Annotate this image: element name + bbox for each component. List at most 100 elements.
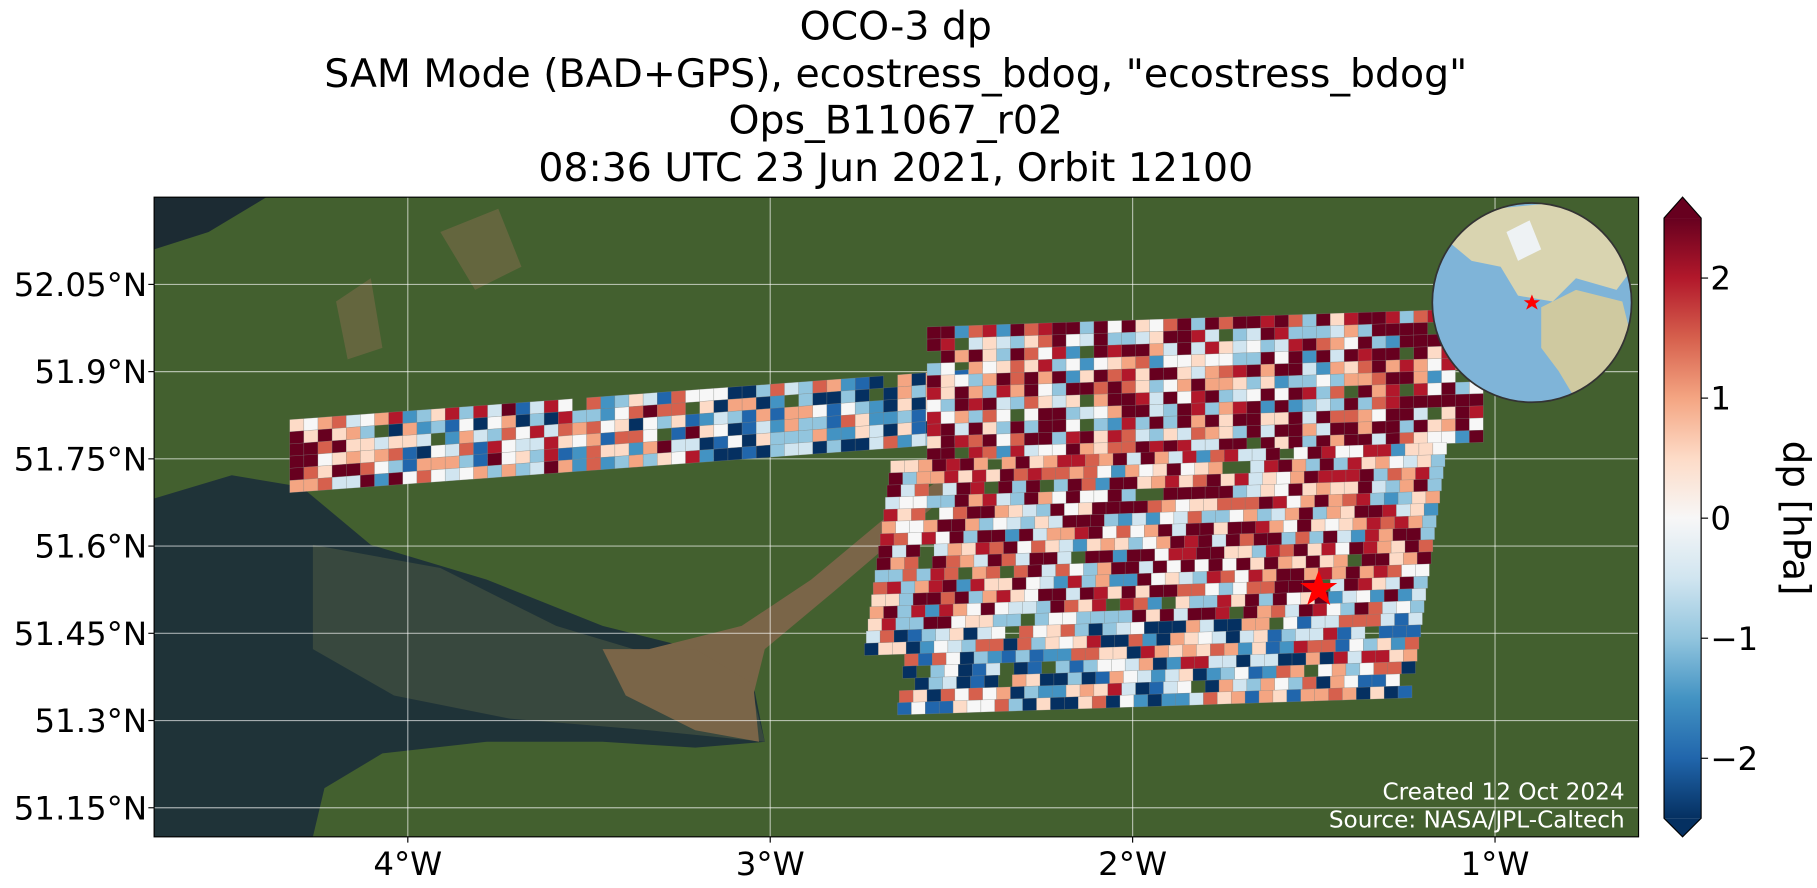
swath-cell — [1052, 383, 1067, 396]
swath-cell — [1316, 482, 1331, 496]
globe-outline — [1431, 202, 1633, 404]
swath-cell — [572, 421, 587, 436]
swath-cell — [1156, 632, 1171, 646]
colorbar-label: dp [hPa] — [1774, 441, 1817, 596]
swath-cell — [1177, 378, 1192, 392]
swath-cell — [939, 603, 954, 617]
swath-cell — [1319, 651, 1334, 665]
swath-cell — [1036, 600, 1051, 614]
swath-cell — [1344, 397, 1359, 411]
swath-cell — [713, 435, 729, 450]
swath-cell — [1074, 526, 1089, 540]
swath-cell — [883, 605, 898, 619]
swath-cell — [1286, 592, 1301, 606]
swath-cell — [982, 409, 997, 423]
swath-cell — [1243, 605, 1258, 619]
swath-cell — [968, 687, 983, 701]
swath-cell — [317, 428, 333, 443]
swath-cell — [1079, 442, 1095, 456]
swath-cell — [1121, 332, 1136, 345]
swath-cell — [954, 410, 969, 424]
swath-cell — [1342, 493, 1357, 507]
swath-cell — [899, 690, 914, 703]
swath-cell — [558, 423, 573, 437]
swath-cell — [671, 390, 686, 404]
swath-cell — [1156, 536, 1171, 549]
swath-cell — [657, 415, 672, 430]
swath-cell — [346, 462, 361, 477]
swath-cell — [1163, 403, 1178, 417]
swath-cell — [902, 568, 917, 582]
swath-cell — [1052, 419, 1067, 433]
swath-cell — [975, 542, 990, 556]
swath-cell — [883, 386, 898, 401]
swath-cell — [919, 640, 935, 654]
swath-cell — [1274, 363, 1289, 377]
swath-cell — [1097, 562, 1112, 576]
swath-cell — [1359, 468, 1374, 482]
swath-cell — [1121, 488, 1136, 502]
swath-cell — [1166, 463, 1181, 476]
swath-cell — [1079, 683, 1095, 697]
swath-cell — [1109, 477, 1124, 491]
swath-cell — [1177, 391, 1192, 404]
swath-cell — [1057, 648, 1072, 662]
swath-cell — [1137, 669, 1152, 683]
swath-cell — [1408, 612, 1423, 626]
swath-cell — [1196, 643, 1211, 657]
swath-cell — [1469, 429, 1484, 443]
swath-cell — [1093, 369, 1108, 383]
swath-cell — [1116, 525, 1131, 539]
swath-cell — [756, 444, 771, 459]
swath-cell — [1024, 323, 1039, 337]
swath-cell — [784, 406, 799, 420]
swath-cell — [812, 392, 828, 406]
swath-cell — [996, 324, 1011, 337]
swath-cell — [586, 433, 601, 447]
swath-cell — [1163, 440, 1178, 454]
swath-cell — [911, 421, 926, 435]
swath-cell — [1135, 441, 1150, 454]
swath-cell — [1079, 587, 1095, 600]
swath-cell — [1012, 577, 1027, 591]
swath-cell — [1055, 466, 1070, 480]
swath-cell — [925, 604, 940, 618]
swath-cell — [586, 445, 601, 459]
swath-cell — [1107, 332, 1122, 346]
swath-cell — [878, 545, 893, 559]
swath-cell — [1048, 612, 1063, 626]
swath-cell — [558, 410, 573, 425]
swath-cell — [1024, 444, 1039, 458]
swath-cell — [1079, 430, 1095, 444]
colorbar-tick-label: 1 — [1710, 380, 1731, 418]
swath-cell — [1357, 674, 1373, 688]
swath-cell — [770, 431, 785, 446]
swath-cell — [1415, 466, 1430, 480]
swath-cell — [840, 426, 856, 440]
swath-cell — [1232, 401, 1247, 415]
swath-cell — [909, 520, 924, 533]
swath-cell — [1210, 546, 1225, 560]
swath-cell — [973, 651, 988, 665]
swath-cell — [1455, 430, 1470, 444]
swath-cell — [1217, 691, 1232, 705]
swath-cell — [826, 427, 842, 441]
swath-cell — [1178, 668, 1194, 682]
swath-cell — [1006, 613, 1022, 627]
swath-cell — [1288, 423, 1303, 437]
map-frame — [153, 196, 1640, 838]
swath-cell — [1255, 520, 1270, 534]
swath-cell — [1147, 693, 1162, 707]
swath-cell — [1284, 604, 1300, 618]
swath-cell — [1323, 627, 1338, 641]
swath-cell — [1260, 351, 1275, 365]
swath-cell — [1333, 554, 1348, 568]
swath-cell — [1411, 491, 1427, 505]
swath-cell — [1034, 515, 1049, 529]
swath-cell — [1126, 452, 1141, 466]
swath-cell — [1330, 361, 1345, 375]
swath-cell — [1093, 357, 1108, 371]
swath-cell — [1085, 550, 1100, 564]
swath-cell — [1385, 347, 1400, 361]
swath-cell — [914, 483, 929, 497]
